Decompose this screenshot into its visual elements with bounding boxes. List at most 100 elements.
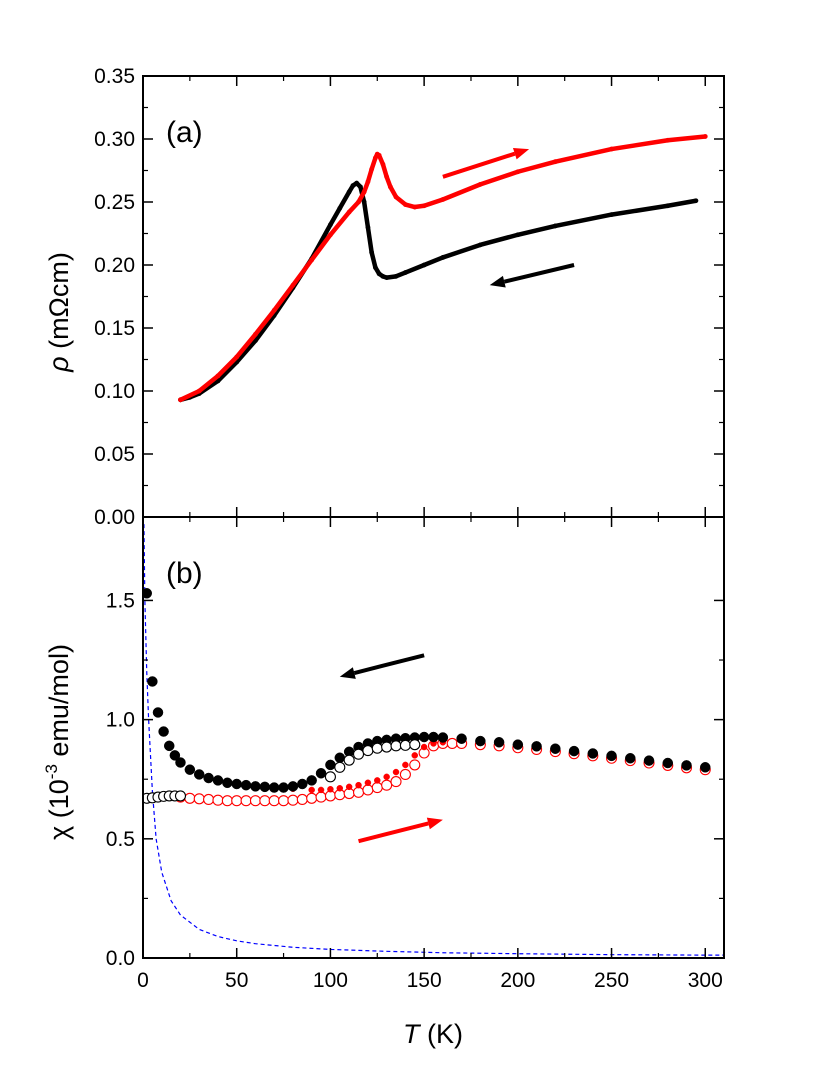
panel-b-cooling-filled-point bbox=[681, 760, 692, 771]
panel-b-cooling-filled-point bbox=[212, 775, 224, 786]
panel-a-warming-point bbox=[412, 204, 418, 210]
panel-b-cooling-filled-point bbox=[428, 731, 439, 743]
panel-a-warming-arrow-head bbox=[512, 147, 530, 160]
panel-b-warming-open-point bbox=[203, 793, 215, 806]
panel-b-cooling-filled-point bbox=[268, 782, 280, 793]
panel-a-cooling-series bbox=[178, 180, 699, 403]
panel-a-warming-point bbox=[253, 331, 258, 337]
panel-b-warming-filled-point bbox=[383, 773, 390, 781]
panel-a-cooling-point bbox=[361, 199, 367, 205]
panel-b-y-tick-label: 0.0 bbox=[106, 947, 135, 970]
panel-a-y-tick-label: 0.35 bbox=[94, 65, 135, 88]
panel-a-warming-point bbox=[387, 184, 393, 190]
panel-b-cooling-filled-point bbox=[203, 772, 214, 784]
panel-b-cooling-filled-point bbox=[169, 750, 181, 761]
panel-a-warming-point bbox=[380, 161, 386, 167]
panel-b-y-tick-label: 1.0 bbox=[106, 709, 135, 732]
panel-a-cooling-point bbox=[369, 250, 375, 255]
panel-b-cooling-open-point bbox=[399, 739, 411, 751]
panel-b-warming-open-point bbox=[352, 786, 365, 798]
panel-a-cooling-point bbox=[421, 262, 427, 268]
panel-b-warming-open-point bbox=[221, 795, 233, 807]
panel-a-warming-point bbox=[369, 166, 375, 172]
panel-a-y-tick-label: 0.00 bbox=[94, 506, 135, 529]
panel-a-cooling-arrow-shaft bbox=[503, 263, 575, 284]
x-axis-title: T (K) bbox=[403, 1019, 463, 1049]
panel-a-cooling-point bbox=[358, 184, 363, 190]
panel-b-y-axis-title: χ (10-3 emu/mol) bbox=[42, 644, 74, 840]
panel-b-warming-filled-point bbox=[420, 743, 428, 751]
panel-a-cooling-point bbox=[552, 223, 558, 229]
panel-a-warming-point bbox=[440, 197, 446, 202]
panel-a-warming-point bbox=[421, 203, 427, 209]
panel-a-warming-point bbox=[356, 199, 361, 205]
panel-b-warming-filled-point bbox=[402, 761, 409, 769]
panel-b-y-tick-label: 0.5 bbox=[106, 828, 135, 851]
panel-b-cooling-open-point bbox=[390, 740, 402, 752]
panel-b-cooling-open-point bbox=[409, 739, 421, 751]
panel-b-cooling-filled-point bbox=[493, 737, 505, 748]
panel-b-warming-filled-point bbox=[355, 781, 362, 789]
panel-b-cooling-open-point bbox=[343, 754, 355, 766]
panel-b-cooling-open-point bbox=[371, 742, 383, 754]
panel-a-cooling-point bbox=[346, 189, 352, 195]
panel-b-warming-open-point bbox=[231, 795, 243, 807]
panel-b-cooling-filled-point bbox=[222, 777, 233, 789]
panel-b-warming-filled-point bbox=[364, 779, 372, 787]
panel-b-frame bbox=[142, 516, 725, 959]
panel-a-warming-point bbox=[196, 388, 202, 394]
panel-b-cooling-filled-point bbox=[143, 588, 152, 599]
panel-a-y-axis-title: ρ (mΩcm) bbox=[44, 252, 74, 373]
x-axis-unit: (K) bbox=[420, 1019, 464, 1049]
panel-a-y-axis-symbol: ρ bbox=[44, 356, 74, 372]
panel-b-warming-open-point bbox=[296, 793, 308, 806]
panel-b-cooling-filled-point bbox=[231, 778, 242, 790]
panel-b-cooling-filled-point bbox=[259, 781, 271, 793]
panel-a-warming-point bbox=[477, 181, 483, 187]
panel-a-warming-point bbox=[384, 174, 390, 180]
panel-a-cooling-point bbox=[515, 232, 521, 238]
axes-layer: 0 50 100 150 200 250 300 0.00 0.05 0.10 0.15 0.20 0.… bbox=[94, 65, 725, 992]
x-tick-label: 250 bbox=[594, 969, 629, 992]
panel-b-warming-filled-point bbox=[374, 777, 381, 784]
panel-b-cooling-arrow-head bbox=[339, 667, 356, 679]
panel-b-cooling-filled-point bbox=[643, 755, 655, 766]
panel-b-cooling-filled-point bbox=[606, 750, 617, 762]
panel-b-warming-open-point bbox=[306, 792, 318, 804]
panel-b-plot bbox=[143, 524, 724, 956]
panel-b-warming-open-point bbox=[287, 794, 299, 806]
panel-b-cooling-filled-point bbox=[437, 732, 449, 743]
panel-b-cooling-filled-point bbox=[152, 707, 164, 718]
panel-b-cooling-filled-point bbox=[568, 745, 580, 757]
panel-b-cooling-open-point bbox=[381, 741, 393, 753]
panel-b-y-axis-symbol: χ bbox=[44, 826, 74, 840]
panel-a-cooling-point bbox=[440, 255, 446, 260]
panel-a-cooling-point bbox=[328, 222, 333, 228]
panel-b-cooling-filled-point bbox=[158, 726, 169, 737]
panel-a-warming-arrow-shaft bbox=[442, 151, 516, 179]
panel-a-warming-point bbox=[373, 155, 378, 161]
panel-a-cooling-point bbox=[365, 224, 371, 230]
panel-a-frame bbox=[142, 75, 725, 518]
panel-b-warming-filled-point bbox=[345, 783, 353, 791]
panel-b-cooling-filled-point bbox=[315, 768, 327, 779]
panel-b-cooling-filled-point bbox=[512, 739, 524, 750]
panel-a-warming-point bbox=[552, 159, 558, 165]
panel-b-warming-arrow-shaft bbox=[358, 821, 429, 844]
panel-b-cooling-filled-point bbox=[306, 775, 317, 786]
panel-a-cooling-arrow-head bbox=[489, 275, 506, 288]
panel-a-cooling-point bbox=[354, 180, 360, 186]
panel-b-cooling-open-point bbox=[352, 748, 365, 760]
panel-a-y-tick-label: 0.05 bbox=[94, 443, 135, 466]
panel-b-warming-filled-point bbox=[308, 786, 315, 794]
panel-b-warming-open-point bbox=[390, 776, 402, 788]
panel-a-y-axis-unit: (mΩcm) bbox=[44, 252, 74, 356]
panel-b-cooling-filled-point bbox=[662, 757, 674, 769]
panel-a-y-tick-label: 0.30 bbox=[94, 128, 135, 151]
panel-b-cooling-filled-point bbox=[418, 731, 430, 743]
panel-a-warming-point bbox=[309, 257, 315, 263]
panel-a-warming-point bbox=[376, 152, 382, 158]
panel-b-cooling-arrow-shaft bbox=[353, 653, 425, 675]
